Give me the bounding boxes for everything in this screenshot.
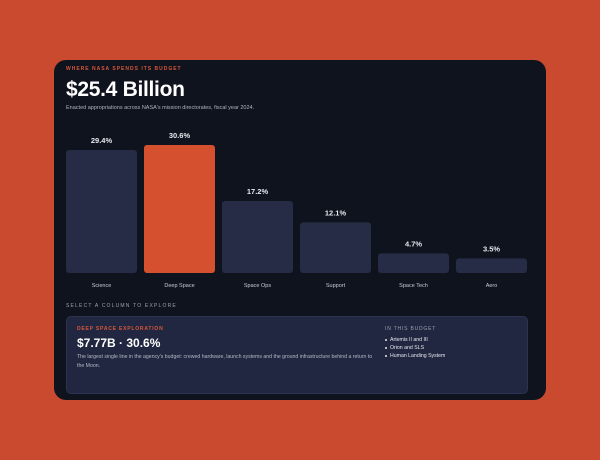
detail-value: $7.77B · 30.6% [77,336,161,350]
detail-side-title: IN THIS BUDGET [385,326,437,332]
bar-value-label: 30.6% [169,131,191,140]
x-tick-label: Support [326,283,346,289]
bar-space-ops[interactable] [222,201,293,273]
x-tick-label: Space Tech [399,283,428,289]
x-tick-label: Deep Space [164,283,194,289]
detail-eyebrow: DEEP SPACE EXPLORATION [77,326,164,332]
detail-item: Human Landing System [385,352,515,360]
bar-science[interactable] [66,150,137,273]
eyebrow: WHERE NASA SPENDS ITS BUDGET [66,66,182,72]
bar-value-label: 4.7% [405,239,422,248]
detail-panel: DEEP SPACE EXPLORATION $7.77B · 30.6% Th… [66,316,528,394]
bar-value-label: 12.1% [325,208,347,217]
bar-value-label: 29.4% [91,136,113,145]
detail-item: Orion and SLS [385,344,515,352]
bar-value-label: 17.2% [247,187,269,196]
page-title: $25.4 Billion [66,78,185,101]
x-tick-label: Aero [486,283,498,289]
detail-description: The largest single line in the agency's … [77,354,373,369]
detail-item: Artemis II and III [385,336,515,344]
bar-space-tech[interactable] [378,253,449,273]
bullet-icon [385,355,387,357]
bullet-icon [385,347,387,349]
detail-item-list: Artemis II and III Orion and SLS Human L… [385,336,515,360]
bar-aero[interactable] [456,258,527,273]
budget-card: WHERE NASA SPENDS ITS BUDGET $25.4 Billi… [54,60,546,400]
bar-deep-space[interactable] [144,145,215,273]
x-tick-label: Space Ops [244,283,271,289]
bar-support[interactable] [300,222,371,273]
page-subtitle: Enacted appropriations across NASA's mis… [66,105,255,111]
bar-value-label: 3.5% [483,244,500,253]
x-tick-label: Science [92,283,112,289]
select-hint: SELECT A COLUMN TO EXPLORE [66,303,177,309]
detail-side: IN THIS BUDGET Artemis II and III Orion … [385,326,515,360]
bar-chart: 29.4% Science 30.6% Deep Space 17.2% Space Op… [66,131,527,289]
bullet-icon [385,339,387,341]
